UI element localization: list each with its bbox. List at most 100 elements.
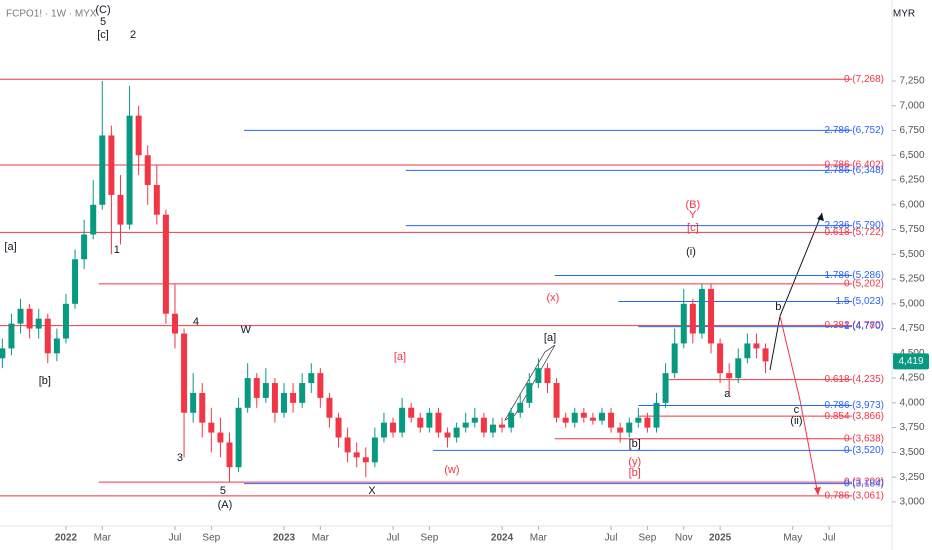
wave-label: [c]	[687, 222, 699, 234]
wave-label: c	[794, 404, 800, 416]
last-price-tag	[893, 353, 929, 370]
candle-body	[262, 383, 269, 398]
candle-body	[626, 422, 633, 433]
candle-body	[735, 358, 742, 379]
currency-label: MYR	[893, 9, 915, 20]
candle-body	[326, 397, 333, 418]
candle-body	[380, 422, 387, 438]
candle-body	[208, 422, 215, 433]
x-tick-label: Jul	[169, 533, 182, 544]
arrowhead	[814, 487, 821, 495]
level-label: 1 (4,770)	[844, 321, 884, 332]
level-label: 2.786 (6,348)	[825, 165, 885, 176]
candle-body	[608, 412, 615, 428]
candle-body	[271, 383, 278, 413]
candle-body	[162, 214, 169, 314]
candle-body	[26, 308, 33, 329]
y-tick-label: 6,500	[899, 150, 924, 161]
wave-label: 5	[220, 485, 226, 497]
wave-label: (C)	[95, 4, 110, 16]
level-label: 2.786 (6,752)	[825, 125, 885, 136]
level-label: 0 (3,184)	[844, 478, 884, 489]
candle-body	[171, 313, 178, 334]
y-tick-label: 4,000	[899, 397, 924, 408]
wave-label: (w)	[444, 464, 459, 476]
candle-body	[72, 259, 79, 304]
wave-label: [a]	[394, 351, 406, 363]
candle-body	[408, 407, 415, 418]
candle-body	[317, 373, 324, 398]
candle-body	[35, 318, 42, 329]
level-label: 2.236 (5,790)	[825, 220, 885, 231]
x-tick-label: 2024	[491, 533, 514, 544]
candle-body	[226, 442, 233, 468]
projection	[504, 212, 824, 496]
candle-body	[290, 392, 297, 403]
candle-body	[462, 422, 469, 428]
projection-down	[779, 315, 819, 496]
wave-label: 1	[114, 244, 120, 256]
candle-body	[53, 338, 60, 354]
level-label: 0 (3,638)	[844, 433, 884, 444]
candle-body	[235, 407, 242, 468]
candle-body	[517, 402, 524, 413]
wave-label: (i)	[686, 246, 696, 258]
wave-label: (x)	[547, 292, 560, 304]
candle-body	[435, 412, 442, 433]
y-tick-label: 4,250	[899, 373, 924, 384]
candle-body	[390, 422, 397, 433]
level-label: 0.854 (3,866)	[825, 411, 885, 422]
candle-body	[353, 452, 360, 458]
candle-body	[617, 427, 624, 433]
x-tick-label: Mar	[530, 533, 548, 544]
y-tick-label: 3,250	[899, 472, 924, 483]
candle-body	[426, 412, 433, 428]
candle-body	[99, 135, 106, 205]
candle-body	[8, 323, 15, 349]
x-tick-label: Jul	[387, 533, 400, 544]
wave-label: (y)	[628, 456, 641, 468]
level-label: 0.786 (3,061)	[825, 490, 885, 501]
y-tick-label: 3,500	[899, 447, 924, 458]
x-tick-label: 2023	[273, 533, 296, 544]
x-tick-label: Mar	[312, 533, 330, 544]
last-price-label: 4,419	[898, 356, 923, 367]
wave-label: [c]	[97, 29, 109, 41]
level-label: 0.618 (5,722)	[825, 227, 885, 238]
candle-body	[199, 392, 206, 423]
wave-label: 2	[130, 29, 136, 41]
wave-label: W	[241, 324, 252, 336]
candle-body	[553, 383, 560, 418]
candle-body	[17, 308, 24, 324]
y-tick-label: 3,000	[899, 497, 924, 508]
wave-label: [a]	[4, 241, 16, 253]
candle-body	[671, 343, 678, 374]
x-tick-label: Sep	[639, 533, 657, 544]
candle-body	[508, 412, 515, 428]
candle-body	[662, 373, 669, 403]
candle-body	[335, 417, 342, 438]
candle-body	[726, 373, 733, 379]
candle-body	[680, 303, 687, 344]
candle-body	[708, 288, 715, 344]
candle-body	[44, 318, 51, 354]
candle-body	[308, 373, 315, 384]
candle-body	[444, 432, 451, 438]
candle-body	[417, 417, 424, 428]
candle-body	[153, 184, 160, 215]
wave-label: (ii)	[790, 415, 802, 427]
candle-body	[362, 457, 369, 463]
candle-body	[299, 383, 306, 403]
chart-title: FCPO1! · 1W · MYX	[6, 9, 97, 20]
candle-body	[117, 194, 124, 225]
candle-body	[544, 368, 551, 384]
wave-label: [b]	[629, 438, 641, 450]
level-label: 0.382 (4,780)	[825, 320, 885, 331]
level-label: 0 (3,520)	[844, 445, 884, 456]
candle-body	[698, 288, 705, 334]
level-label: 0.786 (6,402)	[825, 160, 885, 171]
wave-label: [b]	[629, 467, 641, 479]
x-tick-label: Sep	[202, 533, 220, 544]
x-tick-label: Jul	[823, 533, 836, 544]
x-tick-label: Sep	[420, 533, 438, 544]
